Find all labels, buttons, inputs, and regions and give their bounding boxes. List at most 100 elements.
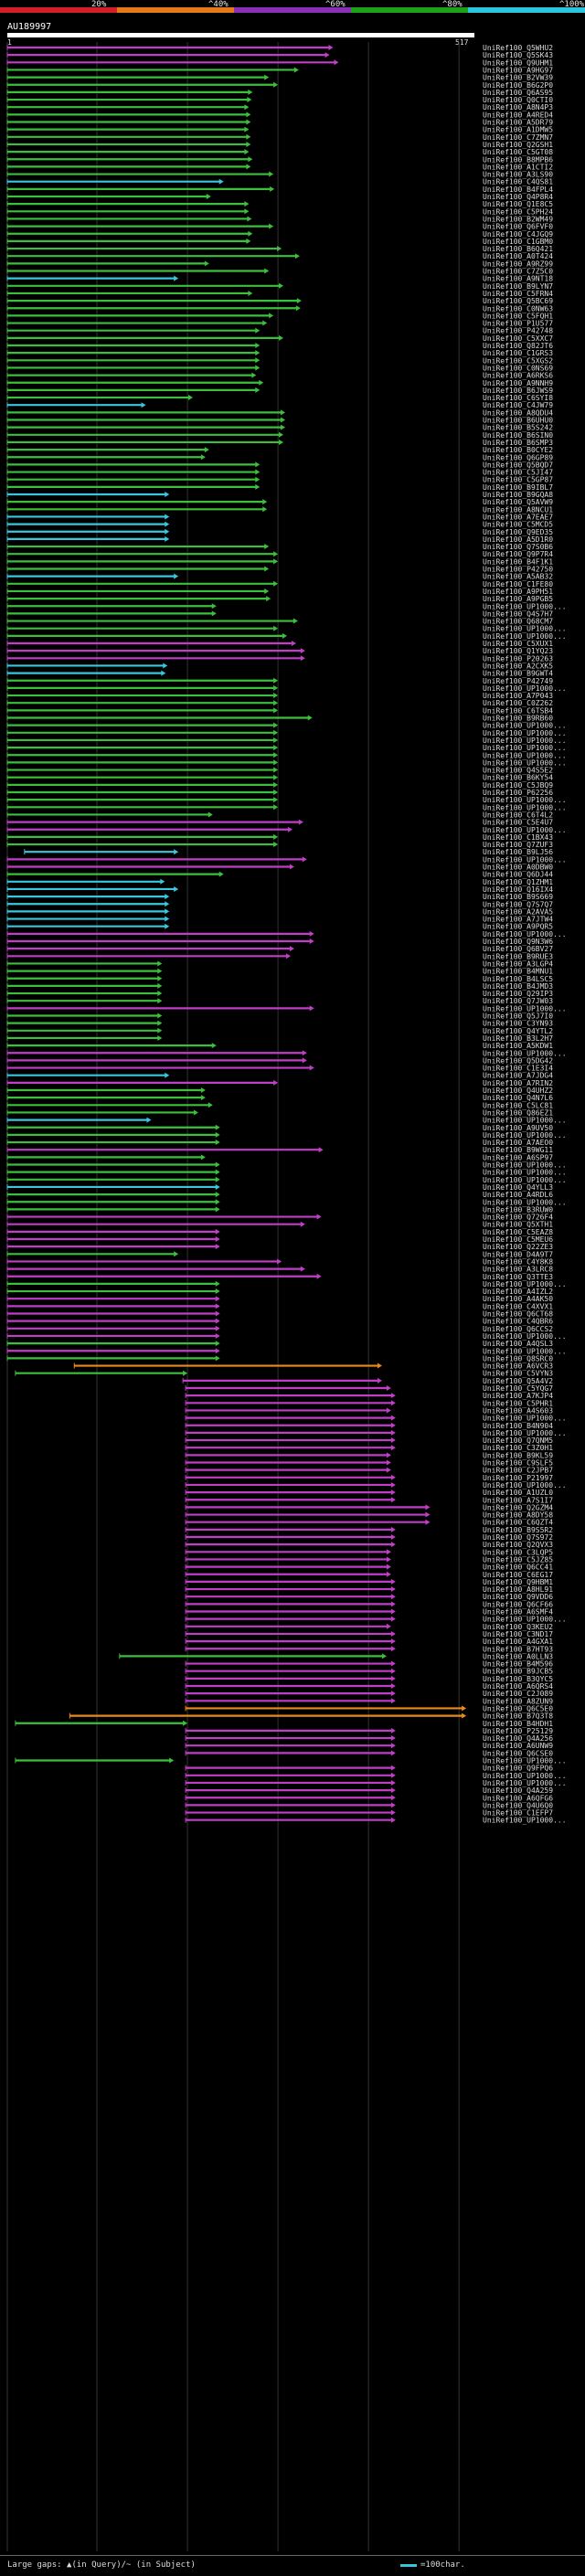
hit-row[interactable]: UniRef100_A6SP97 — [6, 1153, 553, 1161]
hit-id-link[interactable]: UniRef100_C7ZMN7 — [483, 133, 553, 142]
hit-id-link[interactable]: UniRef100_Q5AVW9 — [483, 498, 553, 506]
hit-row[interactable]: UniRef100_Q5AVW9 — [6, 498, 553, 506]
hit-id-link[interactable]: UniRef100_UP1000... — [483, 632, 567, 641]
hit-id-link[interactable]: UniRef100_B2VW39 — [483, 74, 553, 82]
hit-row[interactable]: UniRef100_A1UZL0 — [185, 1489, 553, 1497]
hit-row[interactable]: UniRef100_A5D1R0 — [6, 535, 553, 544]
hit-row[interactable]: UniRef100_Q6CF66 — [185, 1600, 553, 1608]
hit-row[interactable]: UniRef100_A8NCU1 — [6, 505, 553, 514]
hit-id-link[interactable]: UniRef100_B9S5R2 — [483, 1526, 553, 1534]
hit-row[interactable]: UniRef100_Q4U6Q0 — [185, 1801, 553, 1809]
hit-row[interactable]: UniRef100_Q2GZM4 — [185, 1503, 553, 1511]
hit-id-link[interactable]: UniRef100_A9PGB5 — [483, 595, 553, 603]
hit-row[interactable]: UniRef100_Q16IX4 — [6, 885, 553, 894]
hit-id-link[interactable]: UniRef100_UP1000... — [483, 1757, 567, 1765]
hit-id-link[interactable]: UniRef100_Q5DG42 — [483, 1056, 553, 1065]
hit-id-link[interactable]: UniRef100_UP1000... — [483, 1161, 567, 1170]
hit-row[interactable]: UniRef100_Q7ZUF3 — [6, 841, 553, 849]
hit-id-link[interactable]: UniRef100_UP1000... — [483, 855, 567, 864]
hit-row[interactable]: UniRef100_Q4A256 — [185, 1734, 553, 1743]
hit-id-link[interactable]: UniRef100_Q7S7Q7 — [483, 900, 553, 908]
hit-id-link[interactable]: UniRef100_A1CTI2 — [483, 163, 553, 171]
hit-id-link[interactable]: UniRef100_B6G2P0 — [483, 81, 553, 90]
hit-row[interactable]: UniRef100_C1GRS3 — [6, 349, 553, 357]
hit-row[interactable]: UniRef100_A8ZUN9 — [185, 1697, 553, 1705]
hit-id-link[interactable]: UniRef100_Q2GZM4 — [483, 1503, 553, 1511]
hit-id-link[interactable]: UniRef100_B4MNU1 — [483, 968, 553, 976]
hit-row[interactable]: UniRef100_C5EAZ8 — [6, 1228, 553, 1236]
hit-row[interactable]: UniRef100_P42748 — [6, 327, 553, 335]
hit-id-link[interactable]: UniRef100_Q4S5E2 — [483, 767, 553, 775]
hit-row[interactable]: UniRef100_Q3KEU2 — [185, 1623, 553, 1631]
hit-row[interactable]: UniRef100_P42749 — [6, 677, 553, 685]
hit-id-link[interactable]: UniRef100_Q86EZ1 — [483, 1108, 553, 1117]
hit-row[interactable]: UniRef100_C0Z262 — [6, 699, 553, 707]
hit-id-link[interactable]: UniRef100_A4IZL2 — [483, 1288, 553, 1296]
hit-row[interactable]: UniRef100_UP1000... — [6, 737, 567, 745]
hit-id-link[interactable]: UniRef100_B9GWT4 — [483, 670, 553, 678]
hit-row[interactable]: UniRef100_C6EG17 — [185, 1571, 553, 1579]
hit-row[interactable]: UniRef100_A9PQR5 — [6, 923, 553, 931]
hit-id-link[interactable]: UniRef100_A7KJP4 — [483, 1392, 553, 1400]
hit-row[interactable]: UniRef100_C3YN93 — [6, 1020, 553, 1028]
hit-id-link[interactable]: UniRef100_Q6CCS2 — [483, 1325, 553, 1333]
hit-id-link[interactable]: UniRef100_B9S669 — [483, 893, 553, 901]
hit-row[interactable]: UniRef100_C3LQP5 — [185, 1548, 553, 1556]
hit-row[interactable]: UniRef100_A3LS90 — [6, 171, 553, 179]
hit-id-link[interactable]: UniRef100_A7JDG4 — [483, 1072, 553, 1080]
hit-id-link[interactable]: UniRef100_A9UV50 — [483, 1124, 553, 1132]
hit-row[interactable]: UniRef100_C3ND17 — [185, 1630, 553, 1638]
hit-id-link[interactable]: UniRef100_A7JTW4 — [483, 916, 553, 924]
hit-id-link[interactable]: UniRef100_C1EFP7 — [483, 1809, 553, 1818]
hit-row[interactable]: UniRef100_C0NS69 — [6, 364, 553, 372]
hit-row[interactable]: UniRef100_C9SLF5 — [185, 1459, 553, 1468]
hit-row[interactable]: UniRef100_C5E4U7 — [6, 819, 553, 827]
hit-id-link[interactable]: UniRef100_A5AB32 — [483, 573, 553, 581]
hit-row[interactable]: UniRef100_Q7QNM5 — [185, 1436, 553, 1445]
hit-id-link[interactable]: UniRef100_A5DR79 — [483, 119, 553, 127]
hit-row[interactable]: UniRef100_B0CYE2 — [6, 446, 553, 454]
hit-row[interactable]: UniRef100_Q5XTH1 — [6, 1221, 553, 1229]
hit-id-link[interactable]: UniRef100_A6SP97 — [483, 1153, 553, 1161]
hit-row[interactable]: UniRef100_Q6CSE0 — [185, 1749, 553, 1757]
hit-row[interactable]: UniRef100_UP1000... — [185, 1616, 567, 1624]
hit-row[interactable]: UniRef100_A4RED4 — [6, 111, 553, 119]
hit-row[interactable]: UniRef100_C5VYN3 — [15, 1370, 553, 1378]
hit-id-link[interactable]: UniRef100_Q5BQD7 — [483, 461, 553, 469]
hit-row[interactable]: UniRef100_A4S603 — [185, 1406, 553, 1415]
hit-row[interactable]: UniRef100_C5PH24 — [6, 207, 553, 216]
hit-row[interactable]: UniRef100_Q5J7I0 — [6, 1012, 553, 1021]
hit-id-link[interactable]: UniRef100_Q4S7H7 — [483, 610, 553, 618]
hit-row[interactable]: UniRef100_A4RDL6 — [6, 1191, 553, 1199]
hit-row[interactable]: UniRef100_B4JMD3 — [6, 982, 553, 991]
hit-id-link[interactable]: UniRef100_B7Q3T8 — [483, 1712, 553, 1721]
hit-row[interactable]: UniRef100_B6UHU0 — [6, 417, 553, 425]
hit-id-link[interactable]: UniRef100_A8N4P3 — [483, 103, 553, 111]
hit-id-link[interactable]: UniRef100_Q3KEU2 — [483, 1623, 553, 1631]
hit-row[interactable]: UniRef100_UP1000... — [6, 1161, 567, 1170]
hit-id-link[interactable]: UniRef100_A4RDL6 — [483, 1191, 553, 1199]
hit-id-link[interactable]: UniRef100_B3QYC5 — [483, 1675, 553, 1683]
hit-row[interactable]: UniRef100_UP1000... — [6, 1131, 567, 1140]
hit-id-link[interactable]: UniRef100_C5XUX1 — [483, 640, 553, 648]
hit-id-link[interactable]: UniRef100_P20263 — [483, 654, 553, 663]
hit-id-link[interactable]: UniRef100_A6QFG6 — [483, 1794, 553, 1802]
hit-id-link[interactable]: UniRef100_C5PH24 — [483, 207, 553, 216]
hit-row[interactable]: UniRef100_Q9ED35 — [6, 528, 553, 536]
hit-row[interactable]: UniRef100_Q29IP3 — [6, 990, 553, 998]
hit-id-link[interactable]: UniRef100_B9GQA8 — [483, 491, 553, 499]
hit-row[interactable]: UniRef100_UP1000... — [6, 1347, 567, 1355]
hit-row[interactable]: UniRef100_A4IZL2 — [6, 1288, 553, 1296]
hit-id-link[interactable]: UniRef100_C5MCD5 — [483, 521, 553, 529]
hit-row[interactable]: UniRef100_Q5BC69 — [6, 297, 553, 305]
hit-id-link[interactable]: UniRef100_UP1000... — [483, 1004, 567, 1012]
hit-id-link[interactable]: UniRef100_C6SYI8 — [483, 394, 553, 402]
hit-row[interactable]: UniRef100_C5FRN4 — [6, 290, 553, 298]
hit-row[interactable]: UniRef100_C7ZMN7 — [6, 133, 553, 142]
hit-id-link[interactable]: UniRef100_C6QZT4 — [483, 1519, 553, 1527]
hit-row[interactable]: UniRef100_P1U577 — [6, 320, 553, 328]
hit-id-link[interactable]: UniRef100_P42750 — [483, 566, 553, 574]
hit-row[interactable]: UniRef100_UP1000... — [6, 796, 567, 804]
hit-id-link[interactable]: UniRef100_P62256 — [483, 789, 553, 797]
hit-id-link[interactable]: UniRef100_Q6CT68 — [483, 1310, 553, 1319]
